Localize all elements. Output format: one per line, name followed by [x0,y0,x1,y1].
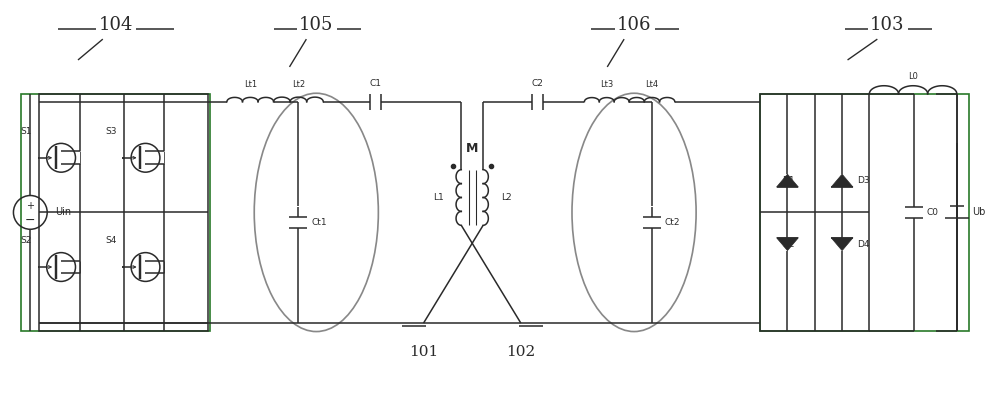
Text: S3: S3 [105,127,117,136]
Text: D1: D1 [782,176,794,185]
Bar [760,94,869,331]
Text: Uin: Uin [55,208,71,217]
Polygon shape [831,174,853,187]
Polygon shape [777,174,798,187]
Text: S2: S2 [21,236,32,246]
Text: 104: 104 [99,16,133,34]
Text: 105: 105 [299,16,333,34]
Text: L1: L1 [433,193,443,202]
Text: 102: 102 [506,345,535,359]
Text: Lt4: Lt4 [645,80,658,89]
Text: +: + [26,201,34,211]
Text: D3: D3 [857,176,870,185]
Text: D4: D4 [857,240,869,249]
Text: L0: L0 [908,72,918,81]
Polygon shape [831,238,853,251]
Text: Ct2: Ct2 [665,218,680,227]
Text: L2: L2 [501,193,512,202]
Text: −: − [25,213,36,227]
Text: D2: D2 [782,240,794,249]
Text: Lt3: Lt3 [600,80,613,89]
Text: M: M [466,142,478,155]
Bar [39,94,208,331]
Text: Ub: Ub [972,208,985,217]
Text: S4: S4 [105,236,117,246]
Text: Ct1: Ct1 [311,218,327,227]
Polygon shape [777,238,798,251]
Text: 101: 101 [409,345,438,359]
Text: Lt2: Lt2 [292,80,305,89]
Text: 106: 106 [617,16,651,34]
Text: C1: C1 [370,79,382,88]
Text: Lt1: Lt1 [244,80,257,89]
Text: 103: 103 [870,16,905,34]
Bar [21,94,210,331]
Bar [760,94,969,331]
Text: C0: C0 [927,208,939,217]
Text: S1: S1 [21,127,32,136]
Text: C2: C2 [532,79,544,88]
